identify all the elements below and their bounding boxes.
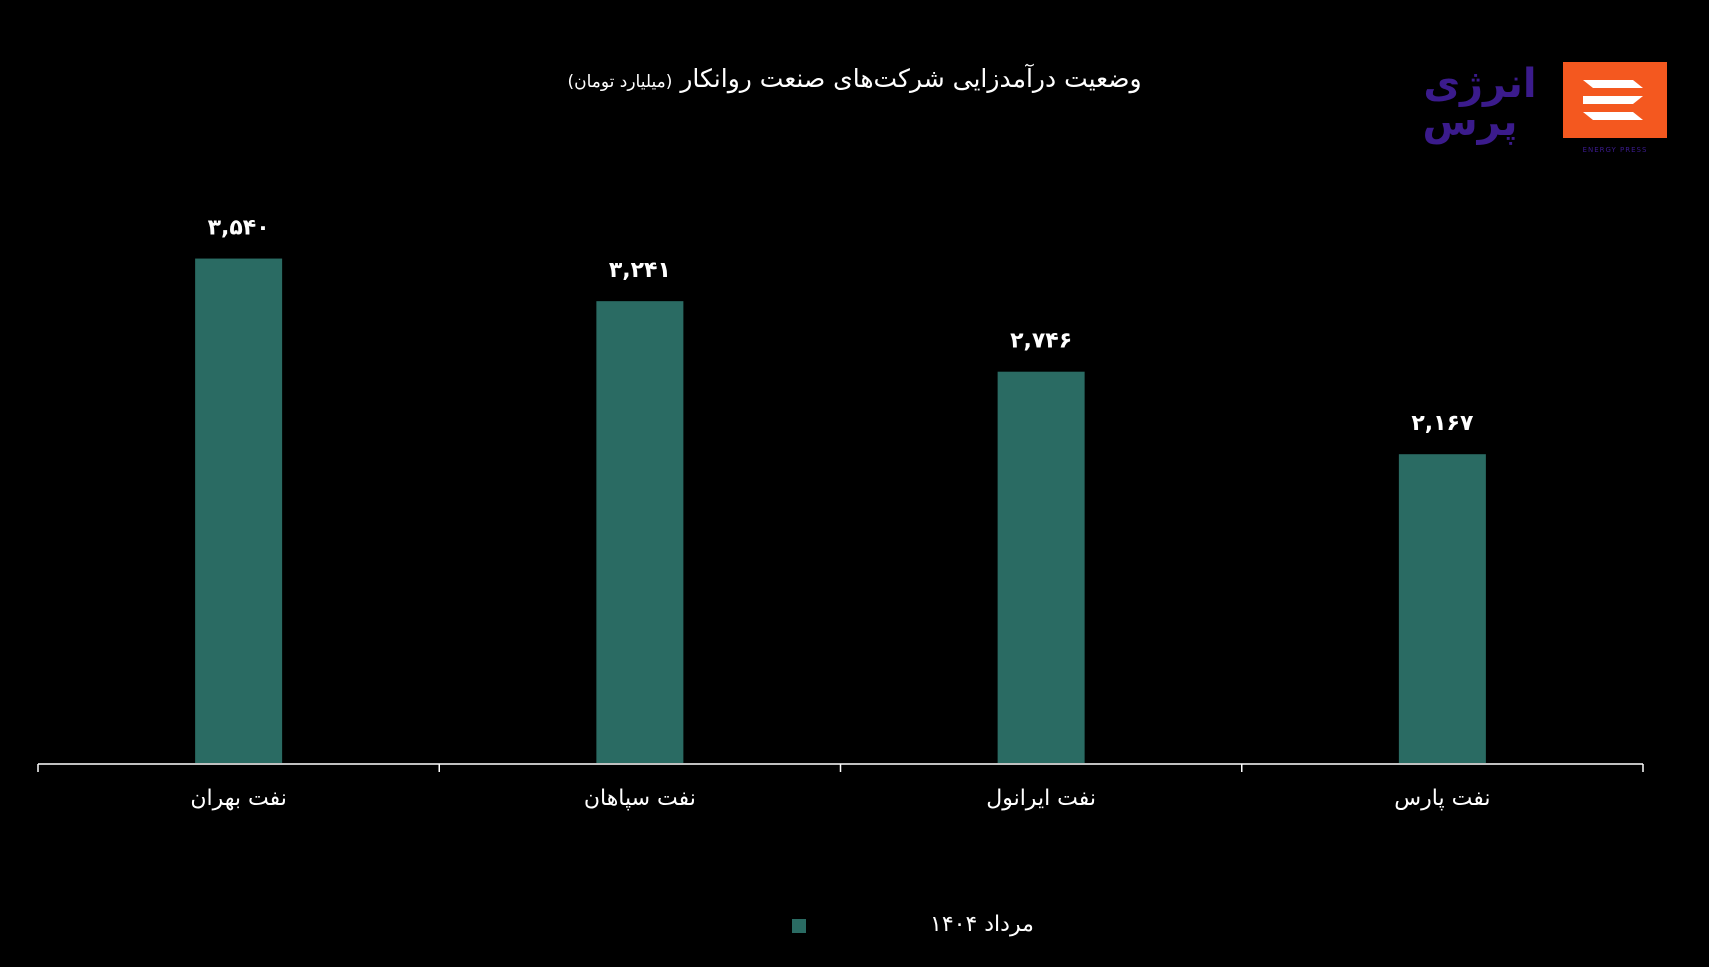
- legend-label: مرداد ۱۴۰۴: [930, 912, 1034, 937]
- bar: [195, 258, 283, 763]
- chart-subtitle: (میلیارد تومان): [567, 72, 673, 92]
- bar: [997, 371, 1085, 763]
- x-tick-label: نفت سپاهان: [584, 786, 696, 811]
- title-block: وضعیت درآمدزایی شرکت‌های صنعت روانکار (م…: [0, 64, 1709, 93]
- data-label: ۳,۲۴۱: [609, 258, 671, 283]
- chart-title: وضعیت درآمدزایی شرکت‌های صنعت روانکار: [680, 64, 1142, 93]
- data-label: ۲,۷۴۶: [1010, 329, 1072, 354]
- x-tick-label: نفت ایرانول: [986, 786, 1096, 811]
- logo-stripes: [1583, 80, 1643, 120]
- legend-swatch: [792, 919, 806, 933]
- x-tick-label: نفت بهران: [190, 786, 287, 811]
- bar: [596, 301, 684, 763]
- logo-text: انرژی: [1423, 61, 1536, 107]
- bar: [1398, 454, 1486, 763]
- data-label: ۲,۱۶۷: [1411, 411, 1474, 436]
- x-tick-label: نفت پارس: [1394, 786, 1490, 811]
- logo-tagline: ENERGY PRESS: [1583, 146, 1648, 154]
- logo-text: پرس: [1422, 99, 1517, 145]
- data-label: ۳,۵۴۰: [208, 216, 270, 241]
